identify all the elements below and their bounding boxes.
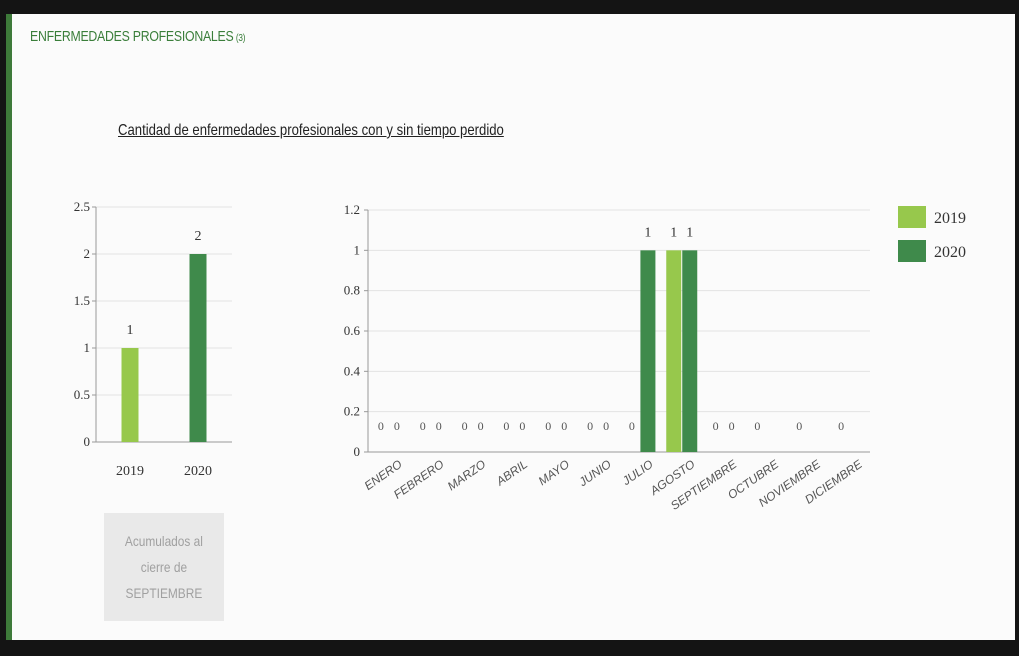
y-tick-label: 2.5 — [74, 199, 90, 214]
data-label-MAYO-2019: 0 — [545, 419, 551, 433]
data-label-MAYO-2020: 0 — [561, 419, 567, 433]
data-label-SEPTIEMBRE-2019: 0 — [713, 419, 719, 433]
data-label-JUNIO-2020: 0 — [603, 419, 609, 433]
data-label-NOVIEMBRE-2019: 0 — [796, 419, 802, 433]
data-label-ENERO-2019: 0 — [378, 419, 384, 433]
data-label-MARZO-2020: 0 — [478, 419, 484, 433]
legend-swatch-2019 — [898, 206, 926, 228]
bar-JULIO-2020 — [640, 250, 656, 452]
accumulated-note-line2: cierre de — [140, 559, 188, 575]
data-label-FEBRERO-2019: 0 — [420, 419, 426, 433]
y-tick-label: 0.4 — [344, 363, 361, 378]
data-label-DICIEMBRE-2019: 0 — [838, 419, 844, 433]
data-label-AGOSTO-2019: 1 — [670, 225, 677, 240]
legend-label-2020: 2020 — [934, 244, 966, 261]
y-tick-label: 0 — [84, 434, 91, 449]
bar-2020 — [189, 254, 207, 442]
accumulated-note: Acumulados al cierre de SEPTIEMBRE — [104, 513, 224, 621]
data-label-MARZO-2019: 0 — [462, 419, 468, 433]
data-label-ENERO-2020: 0 — [394, 419, 400, 433]
y-tick-label: 0.2 — [344, 404, 360, 419]
y-tick-label: 0.8 — [344, 283, 360, 298]
y-tick-label: 0.6 — [344, 323, 361, 338]
x-tick-label-marzo: MARZO — [445, 457, 489, 493]
data-label-JUNIO-2019: 0 — [587, 419, 593, 433]
bar-AGOSTO-2020 — [682, 250, 698, 452]
bar-2019 — [121, 348, 139, 442]
legend: 2019 2020 — [898, 206, 966, 262]
x-tick-label-mayo: MAYO — [536, 457, 572, 488]
accumulated-note-line1: Acumulados al — [124, 533, 204, 549]
data-label-SEPTIEMBRE-2020: 0 — [729, 419, 735, 433]
section-title-text: ENFERMEDADES PROFESIONALES — [30, 28, 234, 45]
data-label-AGOSTO-2020: 1 — [686, 225, 693, 240]
data-label-ABRIL-2019: 0 — [503, 419, 509, 433]
data-label-FEBRERO-2020: 0 — [436, 419, 442, 433]
data-label-OCTUBRE-2019: 0 — [754, 419, 760, 433]
y-tick-label: 1 — [354, 242, 361, 257]
x-tick-label-2019: 2019 — [116, 464, 144, 479]
section-title-note: (3) — [235, 33, 246, 44]
bar-AGOSTO-2019 — [666, 250, 682, 452]
y-tick-label: 0.5 — [74, 387, 90, 402]
accent-bar — [6, 14, 12, 640]
data-label-ABRIL-2020: 0 — [519, 419, 525, 433]
left-chart: 0 0.5 1 1.5 2 2.5 1 2019 2 2020 — [74, 199, 232, 479]
y-tick-label: 2 — [84, 246, 91, 261]
legend-label-2019: 2019 — [934, 210, 966, 227]
y-tick-label: 1.5 — [74, 293, 90, 308]
data-label-JULIO-2020: 1 — [644, 225, 651, 240]
y-tick-label: 1.2 — [344, 202, 360, 217]
data-label-JULIO-2019: 0 — [629, 419, 635, 433]
x-tick-label-abril: ABRIL — [493, 457, 530, 489]
accumulated-note-line3: SEPTIEMBRE — [125, 585, 203, 601]
section-title: ENFERMEDADES PROFESIONALES (3) — [30, 28, 245, 45]
x-tick-label-2020: 2020 — [184, 464, 212, 479]
data-label-2020: 2 — [195, 229, 202, 244]
chart-title: Cantidad de enfermedades profesionales c… — [118, 122, 504, 139]
legend-swatch-2020 — [898, 240, 926, 262]
data-label-2019: 1 — [127, 323, 134, 338]
y-tick-label: 1 — [84, 340, 91, 355]
y-tick-label: 0 — [354, 444, 361, 459]
x-tick-label-junio: JUNIO — [575, 457, 613, 490]
